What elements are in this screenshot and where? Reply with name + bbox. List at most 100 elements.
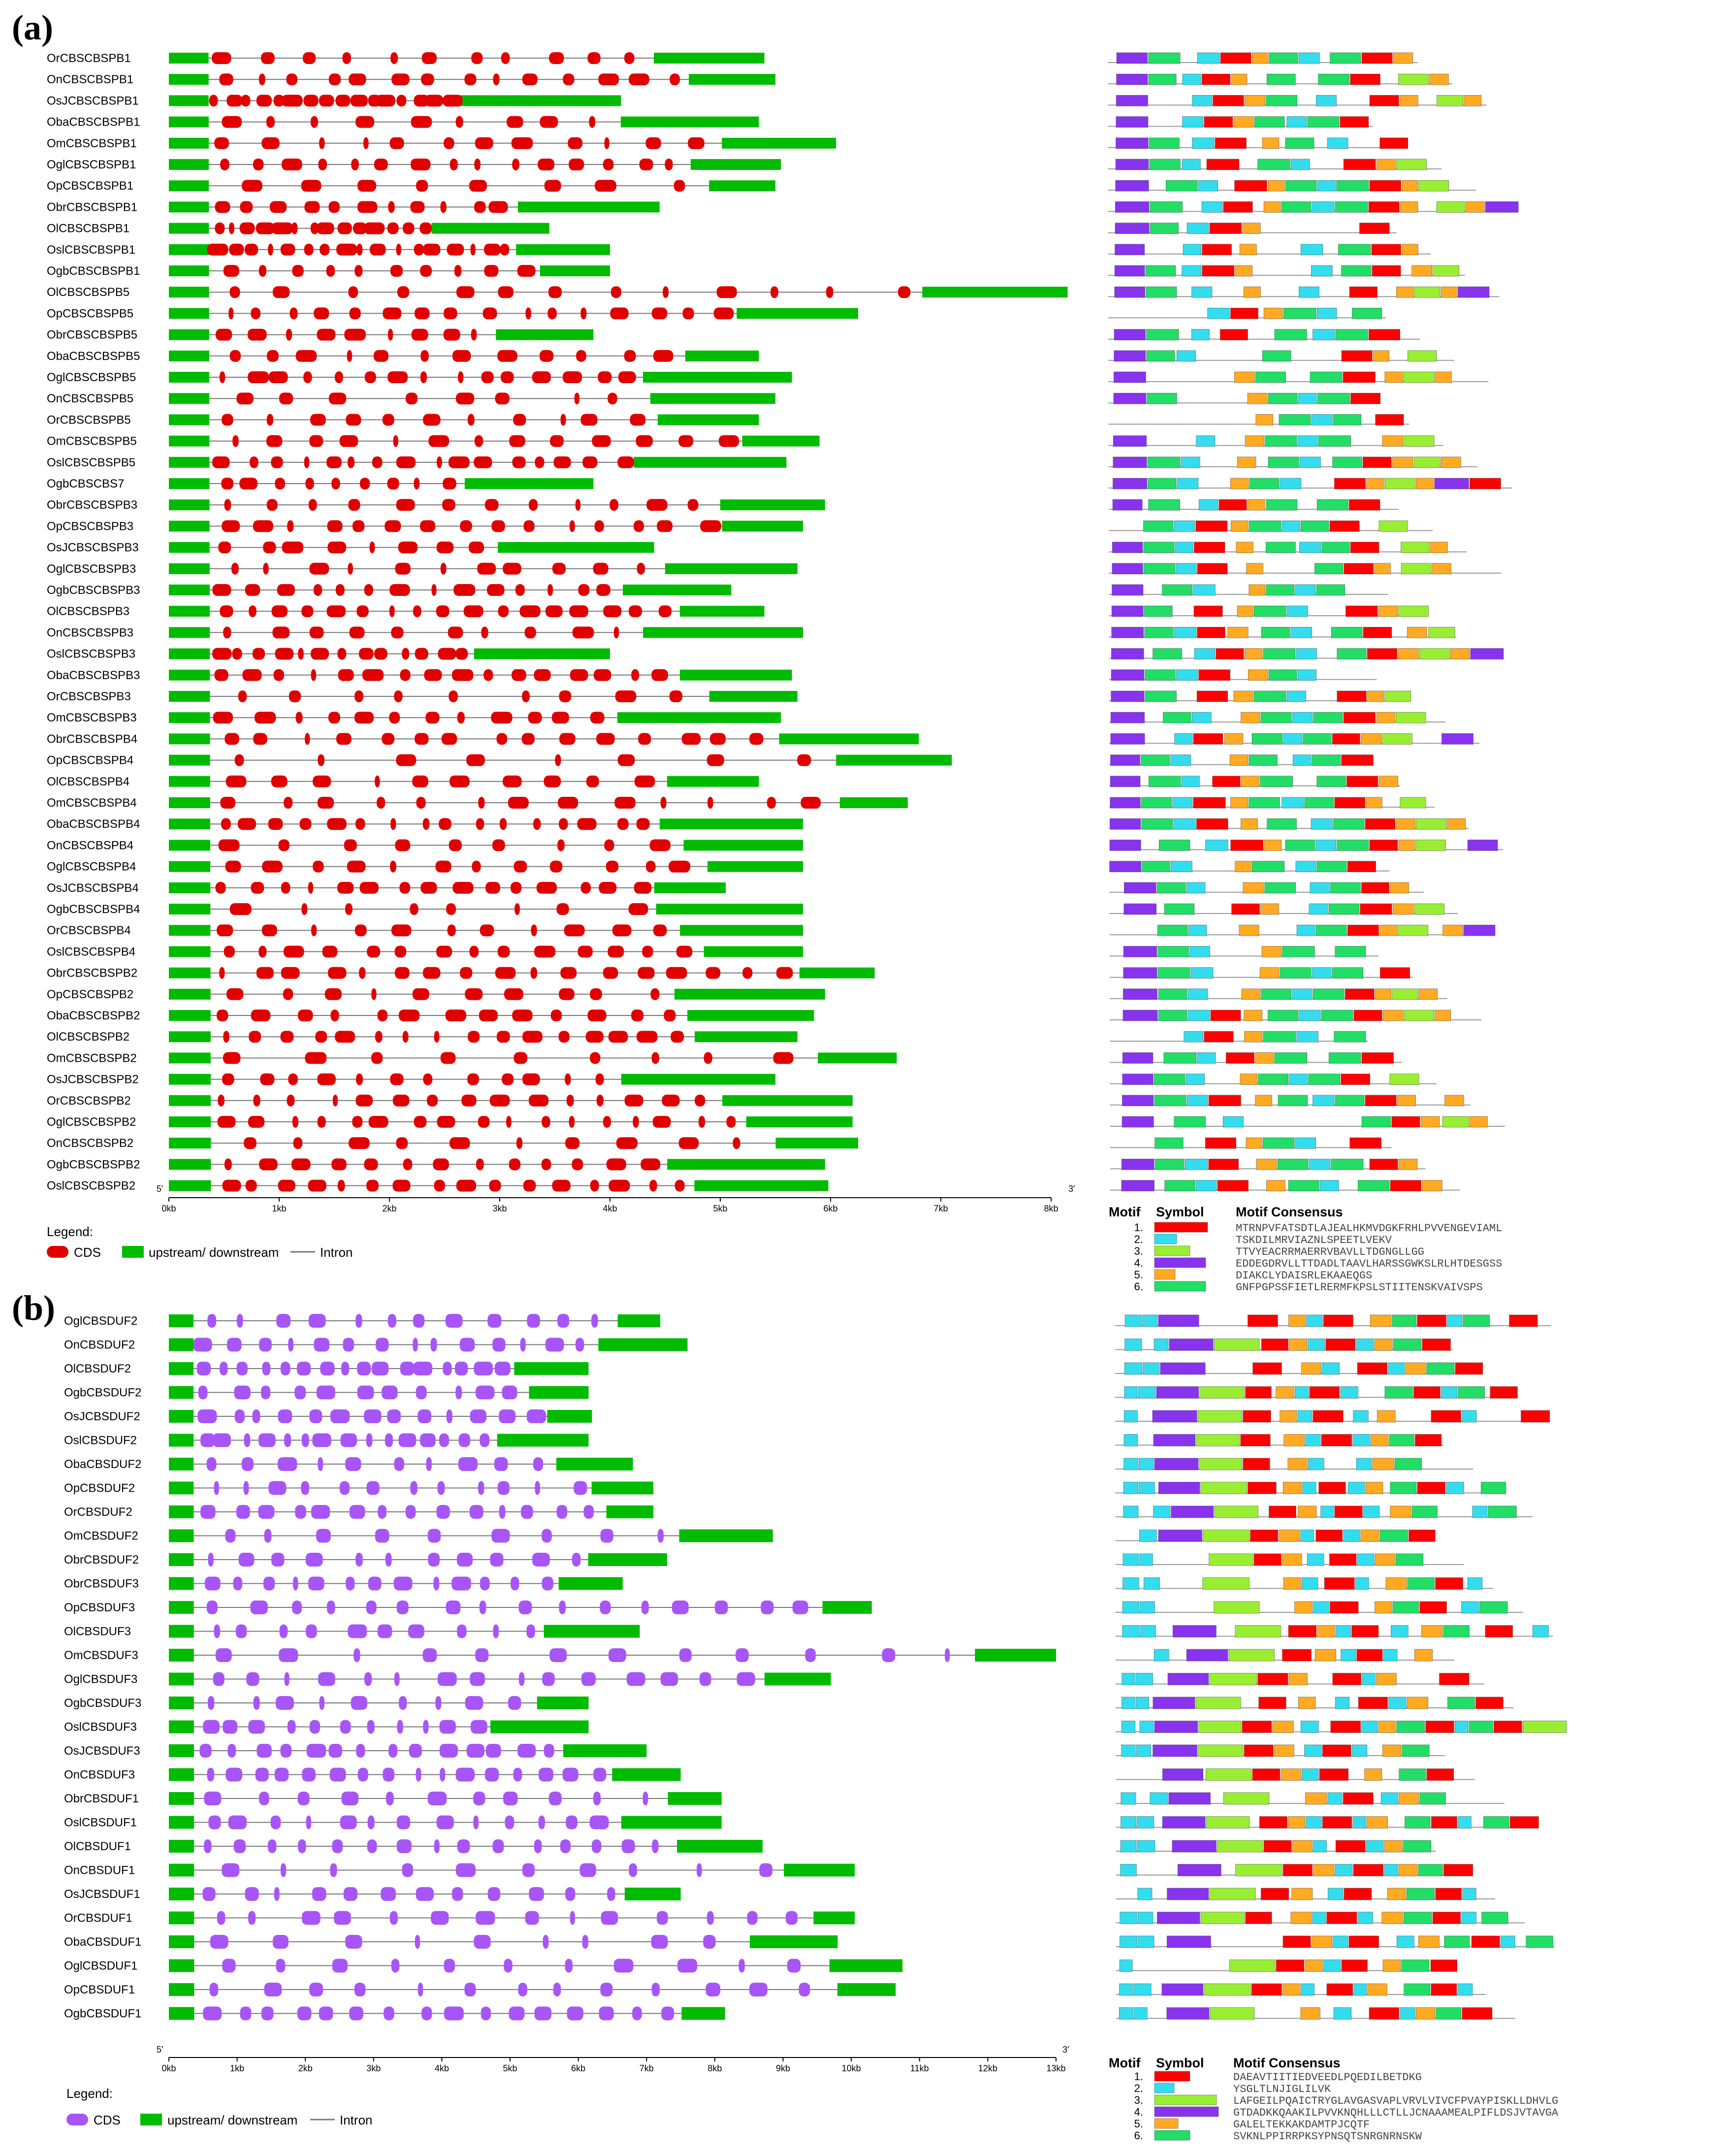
motif-box bbox=[1317, 180, 1336, 192]
cds-exon bbox=[673, 180, 685, 192]
cds-exon bbox=[493, 73, 500, 86]
cds-exon bbox=[366, 1601, 377, 1614]
motif-box bbox=[1110, 818, 1141, 830]
motif-number: 4. bbox=[1134, 1257, 1143, 1269]
cds-exon bbox=[351, 1696, 367, 1710]
cds-exon bbox=[489, 1179, 501, 1192]
cds-exon bbox=[449, 159, 458, 170]
axis-tick-label: 11kb bbox=[910, 2063, 929, 2073]
cds-exon bbox=[329, 392, 347, 405]
downstream-region bbox=[654, 53, 765, 64]
cds-exon bbox=[219, 73, 233, 86]
motif-consensus: TSKDILMRVIAZNLSPEETLVEKV bbox=[1236, 1234, 1392, 1246]
gene-row: OgbCBSCBSPB3 bbox=[47, 584, 732, 597]
downstream-region bbox=[829, 1959, 903, 1972]
cds-exon bbox=[474, 456, 492, 468]
motif-symbol bbox=[1154, 2130, 1190, 2141]
cds-exon bbox=[394, 946, 407, 958]
motif-row bbox=[1108, 329, 1420, 340]
motif-box bbox=[1244, 1010, 1263, 1021]
motif-box bbox=[1193, 605, 1223, 617]
motif-box bbox=[1305, 1792, 1327, 1805]
motif-box bbox=[1464, 95, 1482, 106]
motif-box bbox=[1149, 137, 1180, 149]
downstream-region bbox=[813, 1911, 855, 1925]
cds-exon bbox=[542, 1529, 552, 1543]
motif-box bbox=[1183, 244, 1201, 256]
downstream-region bbox=[634, 457, 787, 468]
motif-box bbox=[1372, 1458, 1394, 1470]
motif-box bbox=[1335, 1864, 1353, 1876]
motif-row bbox=[1109, 563, 1501, 575]
cds-exon bbox=[377, 1624, 392, 1638]
motif-row bbox=[1108, 392, 1380, 404]
downstream-region bbox=[668, 1792, 722, 1805]
motif-box bbox=[1330, 52, 1361, 64]
cds-exon bbox=[457, 1624, 467, 1638]
motif-box bbox=[1123, 882, 1156, 894]
cds-exon bbox=[488, 201, 508, 213]
motif-box bbox=[1384, 690, 1411, 702]
cds-exon bbox=[589, 1815, 609, 1829]
motif-box bbox=[1330, 1601, 1359, 1614]
gene-row: OgbCBSCBSPB4 bbox=[47, 903, 803, 916]
gene-row: OpCBSCBSPB5 bbox=[47, 307, 858, 320]
motif-row bbox=[1116, 1888, 1495, 1900]
cds-exon bbox=[477, 562, 496, 575]
motif-box bbox=[1197, 1410, 1243, 1423]
motif-box bbox=[1124, 1410, 1138, 1423]
cds-exon bbox=[330, 1409, 350, 1423]
gene-name: OglCBSDUF3 bbox=[64, 1673, 137, 1686]
cds-exon bbox=[658, 605, 672, 618]
cds-exon bbox=[437, 1116, 455, 1128]
motif-box bbox=[1266, 542, 1296, 553]
cds-exon bbox=[400, 669, 411, 681]
cds-exon bbox=[278, 839, 289, 851]
panel-b-axis: 5' 3' 0kb 1kb 2kb 3kb 4kb 5kb 6kb 7kb 8kb 9kb 10kb… bbox=[157, 2045, 1069, 2073]
motif-box bbox=[1280, 967, 1312, 979]
cds-exon bbox=[657, 520, 673, 532]
motif-box bbox=[1257, 159, 1290, 170]
cds-exon bbox=[357, 201, 378, 213]
cds-exon bbox=[761, 1601, 774, 1614]
cds-exon bbox=[628, 903, 648, 915]
cds-exon bbox=[397, 1720, 403, 1734]
cds-exon bbox=[676, 946, 693, 958]
motif-box bbox=[1228, 1649, 1275, 1662]
motif-box bbox=[1265, 435, 1297, 447]
motif-box bbox=[1121, 1721, 1136, 1733]
motif-box bbox=[1156, 882, 1186, 894]
gene-row: OgbCBSDUF3 bbox=[64, 1696, 589, 1710]
motif-box bbox=[1143, 542, 1175, 553]
upstream-region bbox=[169, 691, 210, 702]
motif-legend-row: 4. GTDADKKQAAKILPVVKNQHLLLCTLLJCNAAAMEALP… bbox=[1134, 2106, 1559, 2119]
cds-exon bbox=[255, 1767, 269, 1782]
cds-exon bbox=[282, 95, 303, 107]
cds-exon bbox=[385, 1433, 393, 1447]
cds-exon bbox=[446, 903, 456, 915]
motif-box bbox=[1442, 924, 1463, 936]
cds-exon bbox=[434, 1031, 440, 1043]
motif-consensus: EDDEGDRVLLTTDADLTAAVLHARSSGWKSLRLHTDESGS… bbox=[1236, 1258, 1502, 1270]
cds-exon bbox=[280, 1744, 292, 1758]
cds-exon bbox=[423, 1073, 433, 1085]
panel-b-label: (b) bbox=[12, 1288, 55, 1328]
motif-box bbox=[1202, 265, 1235, 277]
motif-box bbox=[1255, 1095, 1272, 1107]
cds-exon bbox=[522, 73, 538, 86]
motif-box bbox=[1281, 201, 1311, 213]
motif-box bbox=[1185, 1159, 1208, 1170]
cds-exon bbox=[586, 775, 599, 787]
cds-exon bbox=[364, 222, 385, 234]
cds-exon bbox=[375, 1529, 389, 1543]
motif-box bbox=[1310, 882, 1330, 894]
motif-box bbox=[1194, 542, 1225, 553]
motif-box bbox=[1308, 1339, 1325, 1351]
motif-box bbox=[1114, 286, 1145, 298]
gene-row: OlCBSCBSPB5 bbox=[47, 286, 1068, 299]
motif-box bbox=[1353, 1410, 1369, 1423]
cds-exon bbox=[314, 307, 329, 320]
cds-exon bbox=[229, 350, 241, 362]
cds-exon bbox=[262, 860, 283, 873]
